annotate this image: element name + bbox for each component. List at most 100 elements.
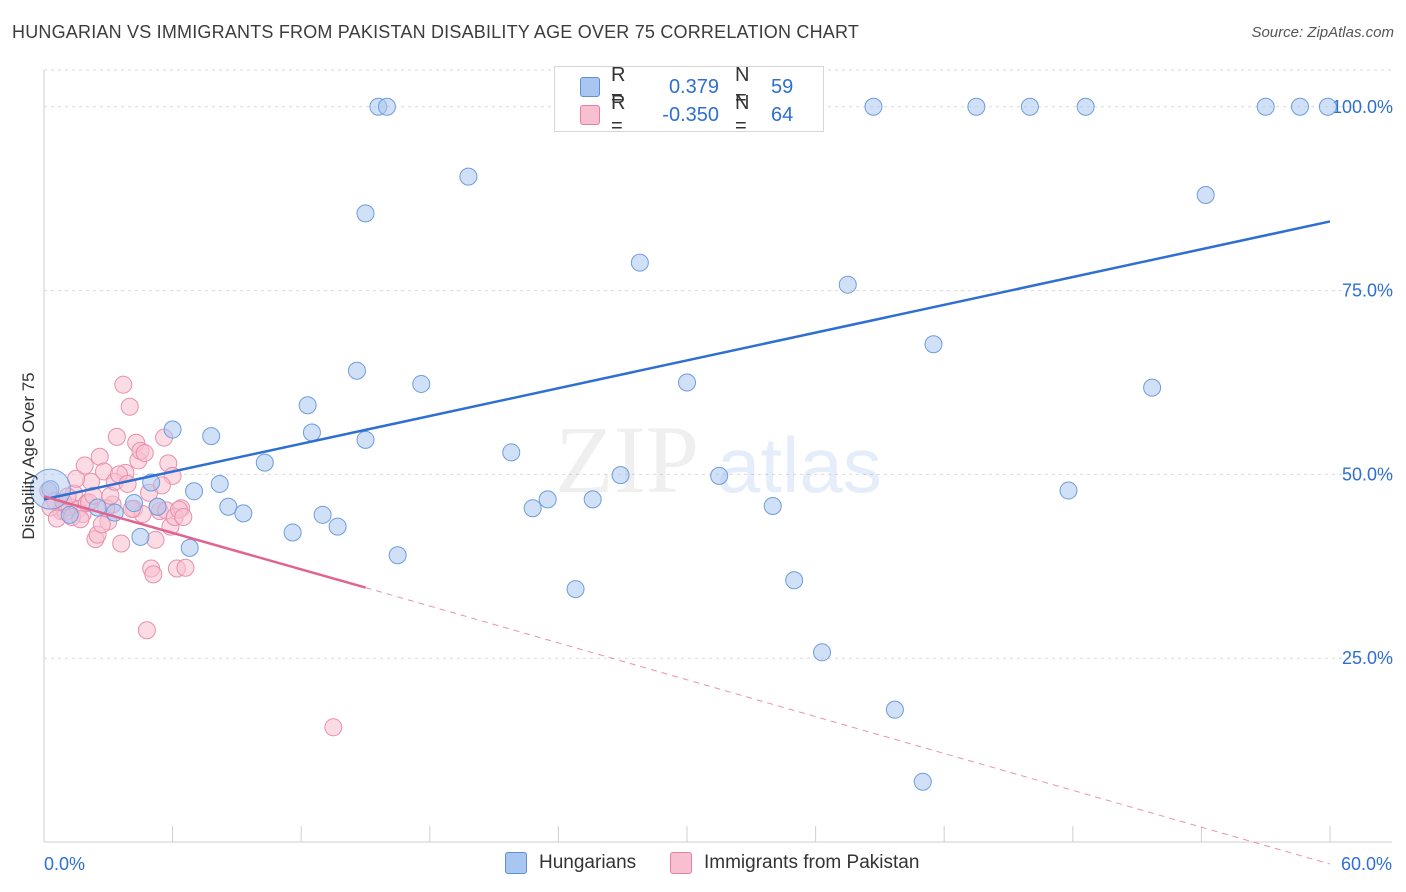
x-tick-label: 60.0%: [1341, 854, 1392, 874]
data-point: [1290, 97, 1309, 116]
x-tick-labels: 0.0% 60.0%: [44, 854, 1392, 874]
trend-line: [43, 220, 1331, 501]
data-point: [924, 335, 943, 354]
legend-swatch-hungarians: [580, 77, 600, 97]
data-point: [176, 558, 195, 577]
data-point: [137, 621, 156, 640]
data-point: [174, 508, 193, 527]
data-point: [502, 443, 521, 462]
data-point: [148, 497, 167, 516]
data-point: [255, 453, 274, 472]
n-label: N =: [735, 64, 750, 109]
data-point: [92, 515, 111, 534]
data-point: [864, 97, 883, 116]
data-point: [112, 534, 131, 553]
r-label: R =: [611, 64, 626, 109]
x-tick-label: 0.0%: [44, 854, 85, 874]
data-point: [538, 490, 557, 509]
legend-swatch-hungarians: [505, 852, 527, 874]
data-point: [813, 643, 832, 662]
y-tick-label: 25.0%: [1342, 648, 1393, 668]
data-point: [412, 374, 431, 393]
data-point: [114, 375, 133, 394]
data-point: [1059, 481, 1078, 500]
r-label: R =: [611, 92, 626, 137]
data-point: [356, 430, 375, 449]
data-point: [131, 527, 150, 546]
watermark: ZIP atlas: [555, 406, 882, 513]
data-point: [163, 420, 182, 439]
data-point: [328, 517, 347, 536]
data-point: [710, 466, 729, 485]
data-point: [838, 275, 857, 294]
data-point: [146, 530, 165, 549]
y-tick-labels: 25.0% 50.0% 75.0% 100.0%: [1332, 97, 1393, 668]
legend-label-pakistan: Immigrants from Pakistan: [704, 852, 920, 873]
y-tick-label: 75.0%: [1342, 281, 1393, 301]
legend-label-hungarians: Hungarians: [539, 852, 637, 873]
legend-item-hungarians: Hungarians: [505, 852, 636, 874]
data-point: [210, 474, 229, 493]
data-point: [1318, 97, 1337, 116]
data-point: [913, 772, 932, 791]
data-point: [566, 580, 585, 599]
y-axis-label: Disability Age Over 75: [19, 372, 38, 539]
data-point: [185, 482, 204, 501]
data-point: [118, 474, 137, 493]
data-point: [1076, 97, 1095, 116]
trend-line: [365, 587, 1331, 865]
axes: [43, 70, 1392, 843]
data-point: [885, 700, 904, 719]
series-hungarians-points: [29, 97, 1337, 791]
data-point: [107, 427, 126, 446]
data-point: [1143, 378, 1162, 397]
source-label: Source: ZipAtlas.com: [1251, 24, 1394, 41]
data-point: [1256, 97, 1275, 116]
trend-line: [43, 495, 366, 589]
y-tick-label: 50.0%: [1342, 464, 1393, 484]
data-point: [219, 497, 238, 516]
data-point: [60, 505, 79, 524]
data-point: [678, 373, 696, 392]
data-point: [302, 423, 321, 442]
watermark-atlas: atlas: [717, 421, 882, 509]
data-point: [1196, 185, 1215, 204]
r-value: 0.379: [668, 75, 719, 98]
data-point: [630, 253, 649, 272]
legend-swatch-pakistan: [580, 105, 600, 125]
data-point: [283, 523, 302, 542]
data-point: [120, 397, 139, 416]
data-point: [356, 204, 375, 223]
n-value: 59: [771, 75, 794, 98]
data-point: [144, 565, 163, 584]
data-point: [583, 490, 602, 509]
data-point: [324, 718, 343, 737]
data-point: [298, 396, 317, 415]
data-point: [763, 496, 782, 515]
data-point: [234, 504, 253, 523]
chart-title: HUNGARIAN VS IMMIGRANTS FROM PAKISTAN DI…: [12, 22, 860, 42]
correlation-legend: R = 0.379 N = 59 R = -0.350 N = 64: [554, 64, 824, 137]
data-point: [388, 546, 407, 565]
data-point: [75, 456, 94, 475]
data-point: [135, 444, 154, 463]
data-point-large: [29, 468, 71, 510]
data-point: [1020, 97, 1039, 116]
n-label: N =: [735, 92, 750, 137]
trend-lines: [43, 220, 1331, 865]
data-point: [313, 505, 332, 524]
data-point: [347, 361, 366, 380]
r-value: -0.350: [662, 103, 719, 126]
data-point: [459, 167, 478, 186]
data-point: [377, 97, 396, 116]
grid-lines: [44, 69, 1392, 659]
legend-item-pakistan: Immigrants from Pakistan: [670, 852, 919, 874]
data-point: [125, 494, 144, 513]
data-point: [967, 97, 986, 116]
series-legend: Hungarians Immigrants from Pakistan: [0, 852, 1406, 876]
data-point: [180, 538, 199, 557]
watermark-zip: ZIP: [555, 406, 699, 513]
legend-swatch-pakistan: [670, 852, 692, 874]
y-tick-label: 100.0%: [1332, 97, 1393, 117]
